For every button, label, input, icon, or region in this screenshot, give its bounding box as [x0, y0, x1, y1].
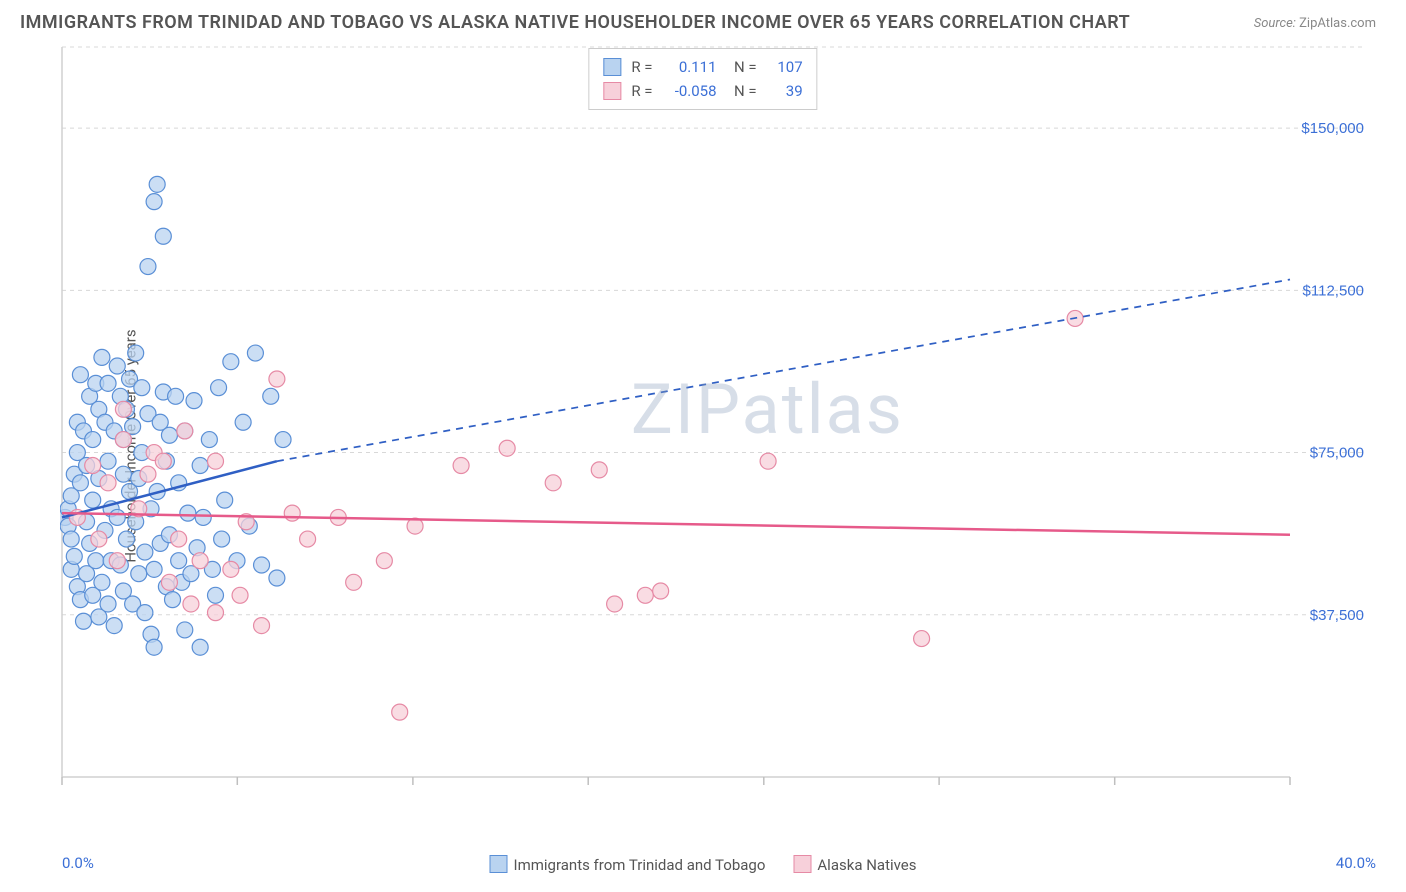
series-legend: Immigrants from Trinidad and Tobago Alas…	[490, 855, 917, 874]
n-value: 107	[767, 55, 803, 79]
legend-swatch-icon	[490, 855, 508, 873]
stats-legend-row: R = 0.111 N = 107	[603, 55, 802, 79]
r-value: -0.058	[663, 79, 717, 103]
legend-item: Alaska Natives	[793, 855, 916, 874]
source-label: Source:	[1254, 16, 1296, 31]
legend-swatch-icon	[603, 58, 621, 76]
stats-legend: R = 0.111 N = 107 R = -0.058 N = 39	[588, 48, 817, 110]
svg-text:$37,500: $37,500	[1310, 607, 1364, 624]
x-axis-min-label: 0.0%	[62, 854, 94, 872]
stats-legend-row: R = -0.058 N = 39	[603, 79, 802, 103]
source-attribution: Source: ZipAtlas.com	[1254, 16, 1376, 31]
svg-text:$75,000: $75,000	[1310, 445, 1364, 462]
svg-text:$150,000: $150,000	[1301, 120, 1364, 137]
legend-swatch-icon	[793, 855, 811, 873]
n-label: N =	[727, 55, 757, 79]
legend-swatch-icon	[603, 82, 621, 100]
chart-svg: $37,500 $75,000 $112,500 $150,000	[60, 45, 1370, 805]
r-label: R =	[631, 55, 652, 79]
x-axis-max-label: 40.0%	[1336, 854, 1376, 872]
r-label: R =	[631, 79, 652, 103]
svg-text:$112,500: $112,500	[1303, 282, 1364, 299]
chart-title: IMMIGRANTS FROM TRINIDAD AND TOBAGO VS A…	[20, 12, 1130, 33]
legend-label: Alaska Natives	[817, 856, 916, 874]
legend-item: Immigrants from Trinidad and Tobago	[490, 855, 766, 874]
legend-label: Immigrants from Trinidad and Tobago	[514, 856, 766, 874]
plot-area: $37,500$75,000$112,500$150,000 ZIPatlas	[60, 45, 1370, 805]
r-value: 0.111	[663, 55, 717, 79]
source-value: ZipAtlas.com	[1299, 16, 1376, 31]
n-label: N =	[727, 79, 757, 103]
n-value: 39	[767, 79, 803, 103]
